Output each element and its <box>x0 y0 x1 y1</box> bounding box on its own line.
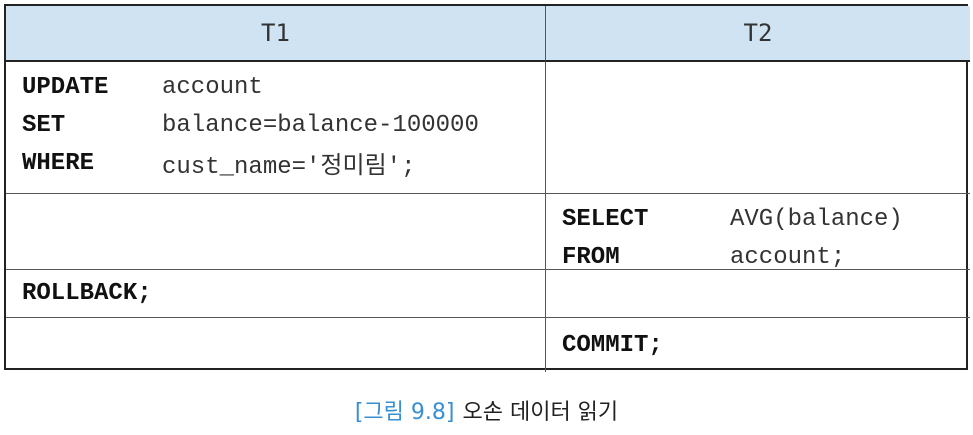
figure-number: [그림 9.8] <box>354 400 455 425</box>
header-t1: T1 <box>6 6 546 62</box>
t2-select-statement: SELECT AVG(balance) FROM account; <box>546 194 970 271</box>
sql-value: account; <box>730 243 846 271</box>
t2-commit-statement: COMMIT; <box>546 318 970 372</box>
transaction-table: T1 T2 UPDATE account SET balance=balance-1… <box>4 4 970 372</box>
code-line: WHERE cust_name='정미림'; <box>22 144 545 182</box>
t1-empty-cell <box>6 318 546 372</box>
code-line: SET balance=balance-100000 <box>22 106 545 144</box>
sql-value: balance=balance-100000 <box>162 111 479 139</box>
sql-keyword: FROM <box>562 243 620 271</box>
sql-keyword: SET <box>22 111 66 139</box>
sql-value: cust_name='정미림'; <box>162 154 416 181</box>
t2-empty-cell <box>546 62 970 194</box>
sql-value: AVG(balance) <box>730 205 903 233</box>
header-t2: T2 <box>546 6 970 62</box>
figure-caption: [그림 9.8] 오손 데이터 읽기 <box>0 394 973 426</box>
code-line: FROM account; <box>562 238 970 276</box>
t1-rollback-statement: ROLLBACK; <box>6 270 546 318</box>
sql-value: account <box>162 73 263 101</box>
code-line: UPDATE account <box>22 68 545 106</box>
sql-keyword: SELECT <box>562 205 649 233</box>
t1-empty-cell <box>6 194 546 270</box>
sql-keyword: WHERE <box>22 149 95 177</box>
sql-keyword: COMMIT; <box>562 331 663 359</box>
code-line: SELECT AVG(balance) <box>562 200 970 238</box>
sql-keyword: UPDATE <box>22 73 109 101</box>
t2-empty-cell <box>546 270 970 318</box>
t1-update-statement: UPDATE account SET balance=balance-100000 … <box>6 62 546 194</box>
figure-title: 오손 데이터 읽기 <box>462 400 619 425</box>
sql-keyword: ROLLBACK; <box>22 280 152 307</box>
